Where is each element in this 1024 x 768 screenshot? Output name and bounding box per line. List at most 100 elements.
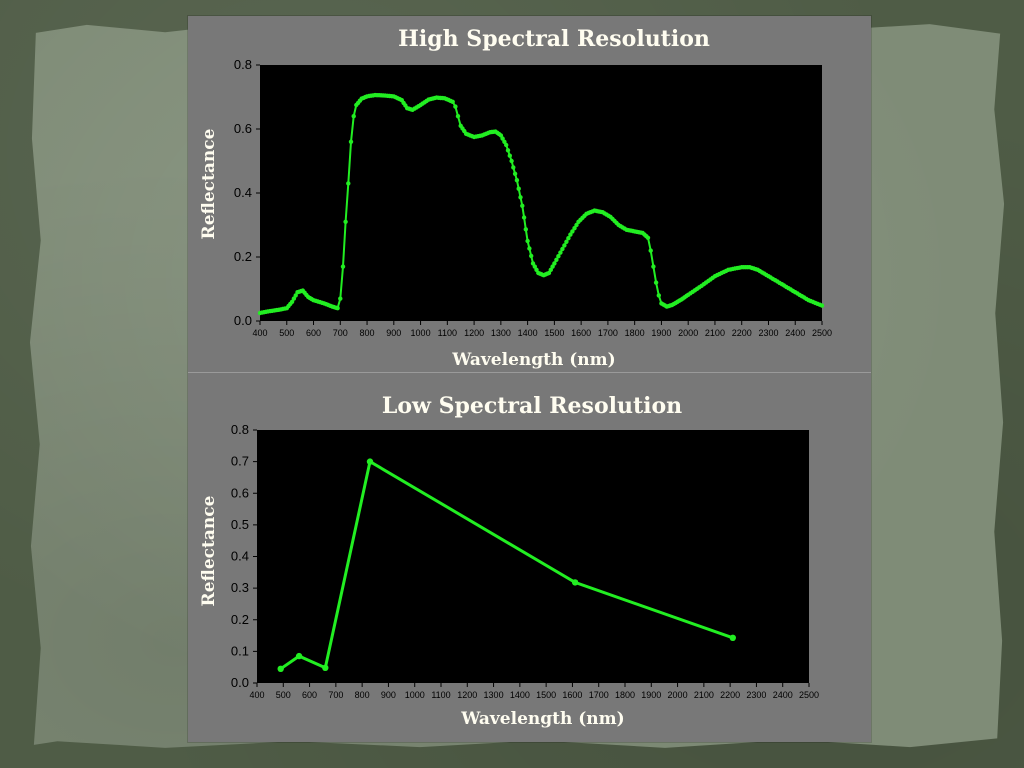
x-tick-label: 600 [302,690,317,700]
data-point [530,261,536,266]
data-point [552,261,557,266]
x-tick-label: 400 [252,328,267,338]
x-tick-label: 2100 [705,328,725,338]
data-point [346,181,351,186]
data-point [322,664,329,671]
y-tick-label: 0.2 [231,612,249,627]
data-point [520,203,525,208]
x-tick-label: 600 [306,328,321,338]
data-point [507,153,512,158]
y-tick-label: 0.4 [234,185,252,200]
x-tick-label: 1100 [431,690,450,700]
x-tick-label: 1900 [651,328,671,338]
y-tick-label: 0.5 [231,517,249,532]
y-tick-label: 0.6 [234,121,252,136]
x-axis-label: Wavelength (nm) [451,350,615,370]
x-tick-label: 500 [279,328,294,338]
data-point [525,238,530,244]
y-tick-label: 0.8 [234,57,252,72]
y-tick-label: 0.0 [231,675,249,690]
y-tick-label: 0.4 [231,549,249,564]
y-tick-label: 0.1 [231,643,249,658]
data-point [570,229,575,234]
data-point [348,139,354,144]
x-tick-label: 1900 [641,690,661,700]
x-tick-label: 800 [355,690,370,700]
data-point [455,114,461,119]
x-tick-label: 700 [333,328,348,338]
data-point [511,165,516,170]
x-tick-label: 2500 [812,328,832,338]
x-tick-label: 1400 [518,328,538,338]
data-point [527,246,532,251]
y-tick-label: 0.8 [231,422,249,437]
x-tick-label: 900 [386,328,401,338]
y-tick-label: 0.7 [231,454,249,469]
data-point [518,195,523,200]
data-point [529,253,534,259]
data-point [351,114,356,119]
y-tick-label: 0.0 [234,313,252,328]
x-tick-label: 1700 [589,690,609,700]
x-tick-label: 1600 [571,328,591,338]
x-axis-label: Wavelength (nm) [460,709,624,729]
x-tick-label: 1000 [405,690,425,700]
data-point [502,139,507,144]
x-tick-label: 2000 [678,328,698,338]
x-tick-label: 700 [328,690,343,700]
x-tick-label: 400 [249,690,264,700]
data-point [648,248,653,253]
x-tick-label: 1500 [544,328,564,338]
chart-title: Low Spectral Resolution [382,393,682,419]
x-tick-label: 500 [276,690,291,700]
data-point [656,293,661,298]
y-axis-label: Reflectance [199,495,219,606]
x-tick-label: 1100 [438,328,457,338]
data-point [572,226,577,231]
data-point [560,246,565,252]
x-tick-label: 1200 [457,690,477,700]
x-tick-label: 1000 [411,328,431,338]
data-point [562,243,567,248]
data-point [653,280,659,285]
data-point [729,634,736,641]
x-tick-label: 1300 [484,690,504,700]
x-tick-label: 1300 [491,328,511,338]
x-tick-label: 2200 [732,328,752,338]
data-point [516,186,521,191]
chart-low-resolution: Low Spectral Resolution Reflectance Wave… [199,393,819,729]
x-tick-label: 2300 [746,690,766,700]
data-point [651,264,656,269]
x-tick-label: 1500 [536,690,556,700]
data-point [512,171,518,176]
x-tick-label: 2400 [773,690,793,700]
x-tick-label: 2200 [720,690,740,700]
data-point [819,303,825,308]
y-tick-label: 0.3 [231,580,249,595]
chart-marks: 400 500 600 700 800 900 1000 1100 1200 1300 1400 15… [231,422,819,700]
x-tick-label: 2500 [799,690,819,700]
data-point [277,665,284,672]
data-point [366,458,374,465]
data-point [523,227,528,232]
data-point [291,296,297,301]
data-point [338,296,343,301]
data-point [645,235,651,240]
x-tick-label: 800 [360,328,375,338]
y-tick-label: 0.6 [231,485,249,500]
data-point [340,264,346,269]
data-point [505,148,511,153]
data-point [556,254,561,259]
x-tick-label: 1200 [464,328,484,338]
x-tick-label: 2400 [785,328,805,338]
data-point [521,215,527,220]
data-point [534,267,539,272]
data-point [289,299,295,304]
data-point [558,250,563,255]
data-point [568,232,573,237]
data-point [509,158,514,164]
data-point [293,293,298,298]
data-point [453,104,458,109]
x-tick-label: 1400 [510,690,530,700]
x-tick-label: 2300 [758,328,778,338]
